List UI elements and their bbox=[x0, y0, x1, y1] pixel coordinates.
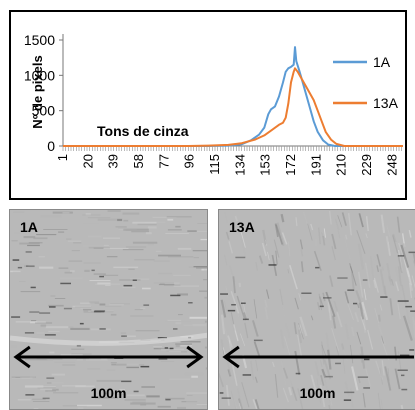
y-tick-label: 0 bbox=[47, 138, 55, 154]
x-tick-label: 191 bbox=[308, 154, 323, 176]
scale-arrow-1a bbox=[13, 345, 204, 369]
x-tick-label: 58 bbox=[131, 154, 146, 168]
panel-label-1a: 1A bbox=[20, 219, 38, 235]
x-tick-label: 39 bbox=[106, 154, 121, 168]
legend-label-1a: 1A bbox=[373, 54, 391, 70]
x-axis-label: Tons de cinza bbox=[97, 123, 189, 139]
scale-arrow-13a bbox=[222, 345, 415, 369]
histogram-chart: 0 500 1000 1500 1 20 39 58 77 96 115 134 153 172 191 21… bbox=[9, 10, 407, 200]
x-tick-label: 229 bbox=[359, 154, 374, 176]
x-tick-label: 248 bbox=[384, 154, 399, 176]
y-tick-label: 1500 bbox=[24, 32, 55, 48]
texture-panel-1a: 1A 100m bbox=[9, 209, 208, 410]
x-tick-label: 1 bbox=[55, 154, 70, 161]
x-tick-label: 96 bbox=[182, 154, 197, 168]
series-line-1a bbox=[63, 46, 403, 147]
x-tick-label: 134 bbox=[232, 154, 247, 176]
x-tick-label: 172 bbox=[283, 154, 298, 176]
x-tick-label: 20 bbox=[80, 154, 95, 168]
histogram-plot: 0 500 1000 1500 1 20 39 58 77 96 115 134 153 172 191 21… bbox=[24, 32, 403, 176]
legend-label-13a: 13A bbox=[373, 95, 399, 111]
panel-label-13a: 13A bbox=[229, 219, 255, 235]
series-layer bbox=[63, 46, 403, 147]
legend-layer: 1A 13A bbox=[333, 54, 399, 111]
x-tick-label: 77 bbox=[156, 154, 171, 168]
texture-panel-13a: 13A 100m bbox=[218, 209, 415, 410]
y-tick-label: 500 bbox=[32, 103, 56, 119]
x-tick-label: 210 bbox=[334, 154, 349, 176]
y-axis-label: Nº de pixels bbox=[30, 55, 45, 128]
y-tick-label: 1000 bbox=[24, 67, 55, 83]
scale-label-13a: 100m bbox=[299, 385, 336, 401]
series-line-13a bbox=[63, 67, 403, 147]
x-tick-label: 115 bbox=[207, 154, 222, 175]
x-tick-label: 153 bbox=[258, 154, 273, 176]
scale-label-1a: 100m bbox=[90, 385, 127, 401]
